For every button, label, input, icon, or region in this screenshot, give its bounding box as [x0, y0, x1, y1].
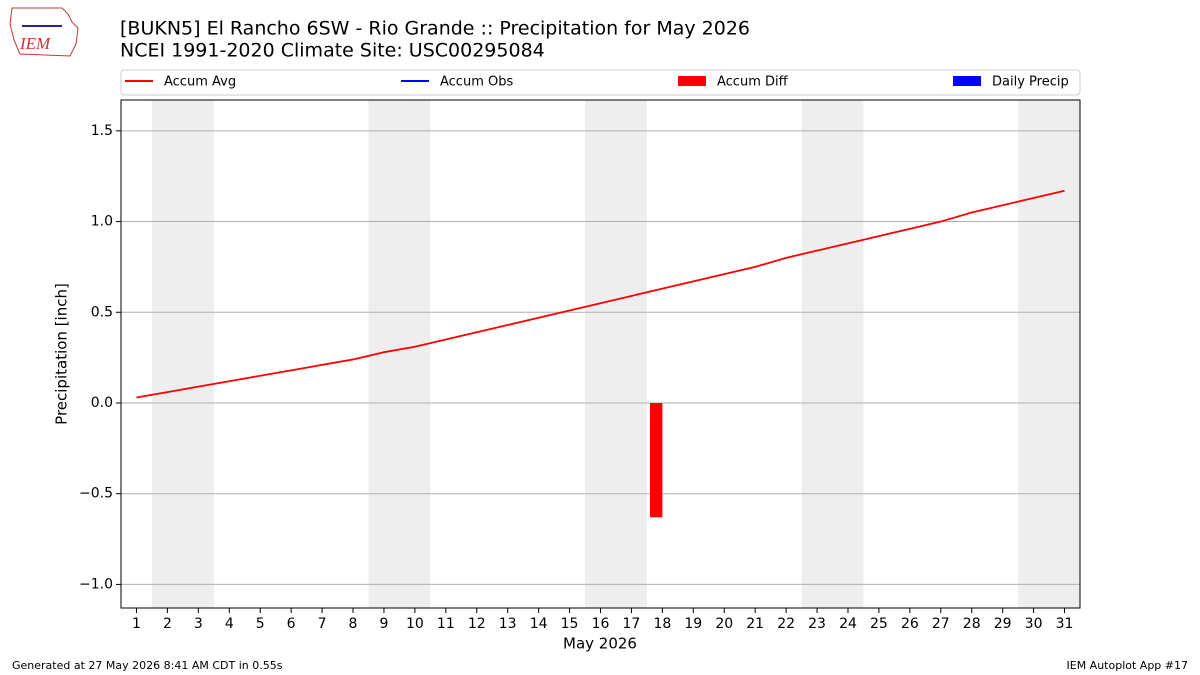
- footer-left: Generated at 27 May 2026 8:41 AM CDT in …: [12, 659, 283, 672]
- weekend-band: [801, 100, 864, 608]
- x-tick-label: 22: [777, 616, 795, 632]
- x-tick-label: 5: [256, 616, 265, 632]
- legend-label: Accum Avg: [164, 75, 236, 90]
- weekend-band: [151, 100, 214, 608]
- x-tick-label: 12: [468, 616, 486, 632]
- x-tick-label: 27: [932, 616, 950, 632]
- x-tick-label: 26: [901, 616, 919, 632]
- x-tick-label: 19: [684, 616, 702, 632]
- chart-subtitle: NCEI 1991-2020 Climate Site: USC00295084: [120, 40, 545, 62]
- x-tick-label: 20: [715, 616, 733, 632]
- x-tick-label: 17: [623, 616, 641, 632]
- x-tick-label: 16: [592, 616, 610, 632]
- weekend-band: [585, 100, 647, 608]
- x-tick-label: 10: [406, 616, 424, 632]
- x-tick-label: 25: [870, 616, 888, 632]
- x-tick-label: 29: [994, 616, 1012, 632]
- logo-outline: [9, 7, 79, 57]
- y-tick-label: 1.5: [91, 123, 113, 139]
- x-tick-label: 23: [808, 616, 826, 632]
- x-tick-label: 8: [349, 616, 358, 632]
- legend-swatch: [678, 76, 706, 86]
- y-tick-label: 0.5: [91, 304, 113, 320]
- y-tick-label: −1.0: [79, 576, 113, 592]
- x-tick-label: 28: [963, 616, 981, 632]
- x-tick-label: 4: [225, 616, 234, 632]
- legend-label: Accum Diff: [717, 75, 789, 90]
- series-line: [136, 189, 1065, 399]
- x-tick-label: 7: [318, 616, 327, 632]
- legend-label: Accum Obs: [440, 75, 513, 90]
- x-tick-label: 31: [1056, 616, 1074, 632]
- x-tick-label: 13: [499, 616, 517, 632]
- y-tick-label: 0.0: [91, 395, 113, 411]
- x-tick-label: 21: [746, 616, 764, 632]
- x-tick-label: 3: [194, 616, 203, 632]
- y-axis-label: Precipitation [inch]: [53, 283, 71, 425]
- x-tick-label: 2: [163, 616, 172, 632]
- x-tick-label: 18: [653, 616, 671, 632]
- x-tick-label: 11: [437, 616, 455, 632]
- logo-text: IEM: [19, 34, 51, 53]
- y-tick-label: −0.5: [79, 486, 113, 502]
- chart-title: [BUKN5] El Rancho 6SW - Rio Grande :: Pr…: [120, 18, 750, 40]
- bar: [649, 402, 663, 518]
- x-tick-label: 24: [839, 616, 857, 632]
- legend-swatch: [953, 76, 981, 86]
- x-tick-label: 1: [132, 616, 141, 632]
- x-tick-label: 9: [379, 616, 388, 632]
- weekend-band: [1018, 100, 1080, 608]
- y-tick-label: 1.0: [91, 214, 113, 230]
- logo: IEM: [9, 7, 79, 57]
- x-tick-label: 14: [530, 616, 548, 632]
- footer-right: IEM Autoplot App #17: [1067, 659, 1189, 672]
- x-tick-label: 6: [287, 616, 296, 632]
- x-axis-label: May 2026: [563, 635, 637, 653]
- legend: [120, 69, 1081, 96]
- x-tick-label: 15: [561, 616, 579, 632]
- plot-frame: [120, 99, 1081, 609]
- legend-label: Daily Precip: [992, 75, 1069, 90]
- x-tick-label: 30: [1025, 616, 1043, 632]
